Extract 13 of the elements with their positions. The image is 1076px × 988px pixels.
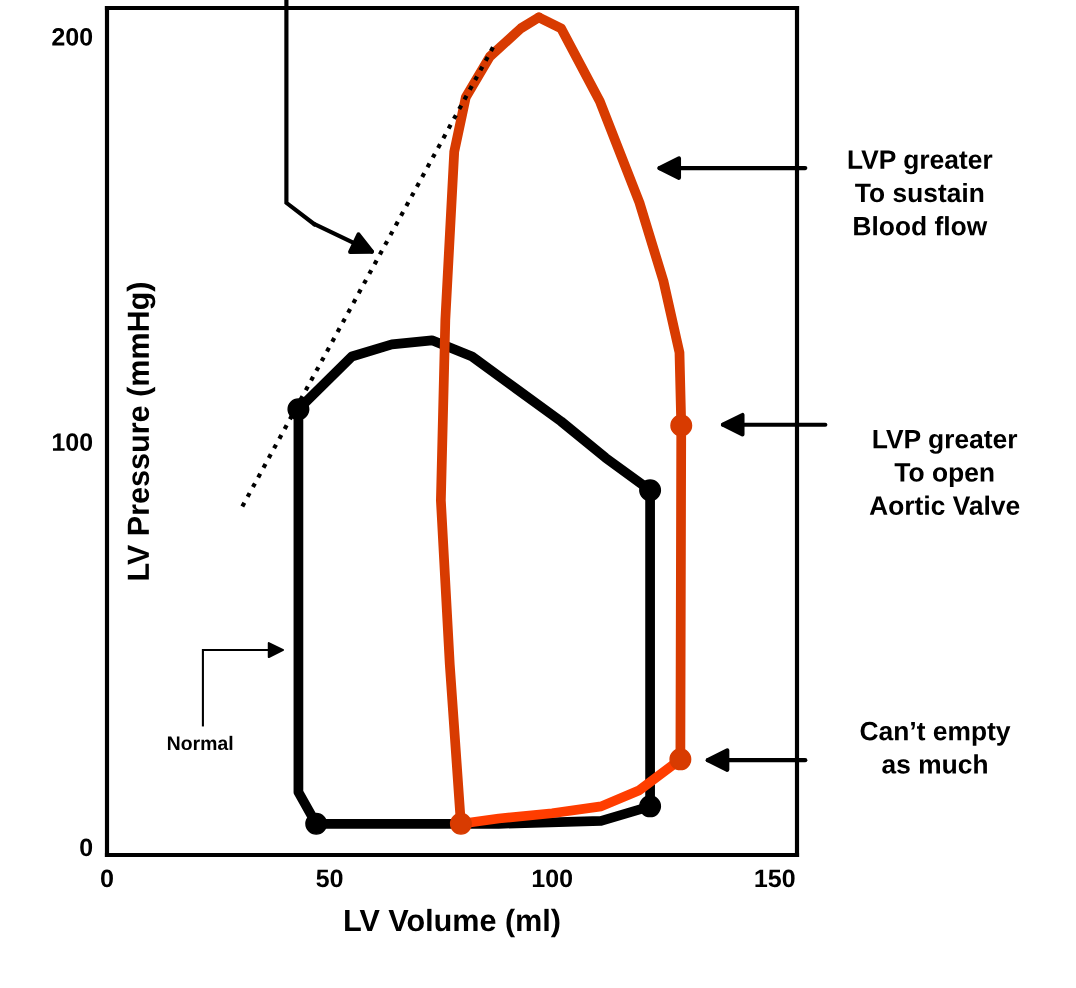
x-tick-label: 150	[755, 869, 795, 888]
y-axis-title: LV Pressure (mmHg)	[126, 283, 156, 580]
x-axis-title: LV Volume (ml)	[345, 908, 560, 938]
x-tick-label: 100	[532, 869, 572, 888]
x-tick-label: 0	[101, 869, 113, 888]
y-tick-label: 0	[80, 838, 93, 857]
text: Can’t empty as much	[860, 721, 1011, 774]
text: LVP greater To open Aortic Valve	[869, 430, 1020, 515]
y-tick-label: 100	[52, 433, 93, 451]
text: LVP greater To sustain Blood flow	[848, 150, 993, 236]
annotation: Normal	[167, 735, 233, 751]
y-tick-label: 200	[52, 27, 93, 46]
x-tick-label: 50	[316, 869, 343, 888]
